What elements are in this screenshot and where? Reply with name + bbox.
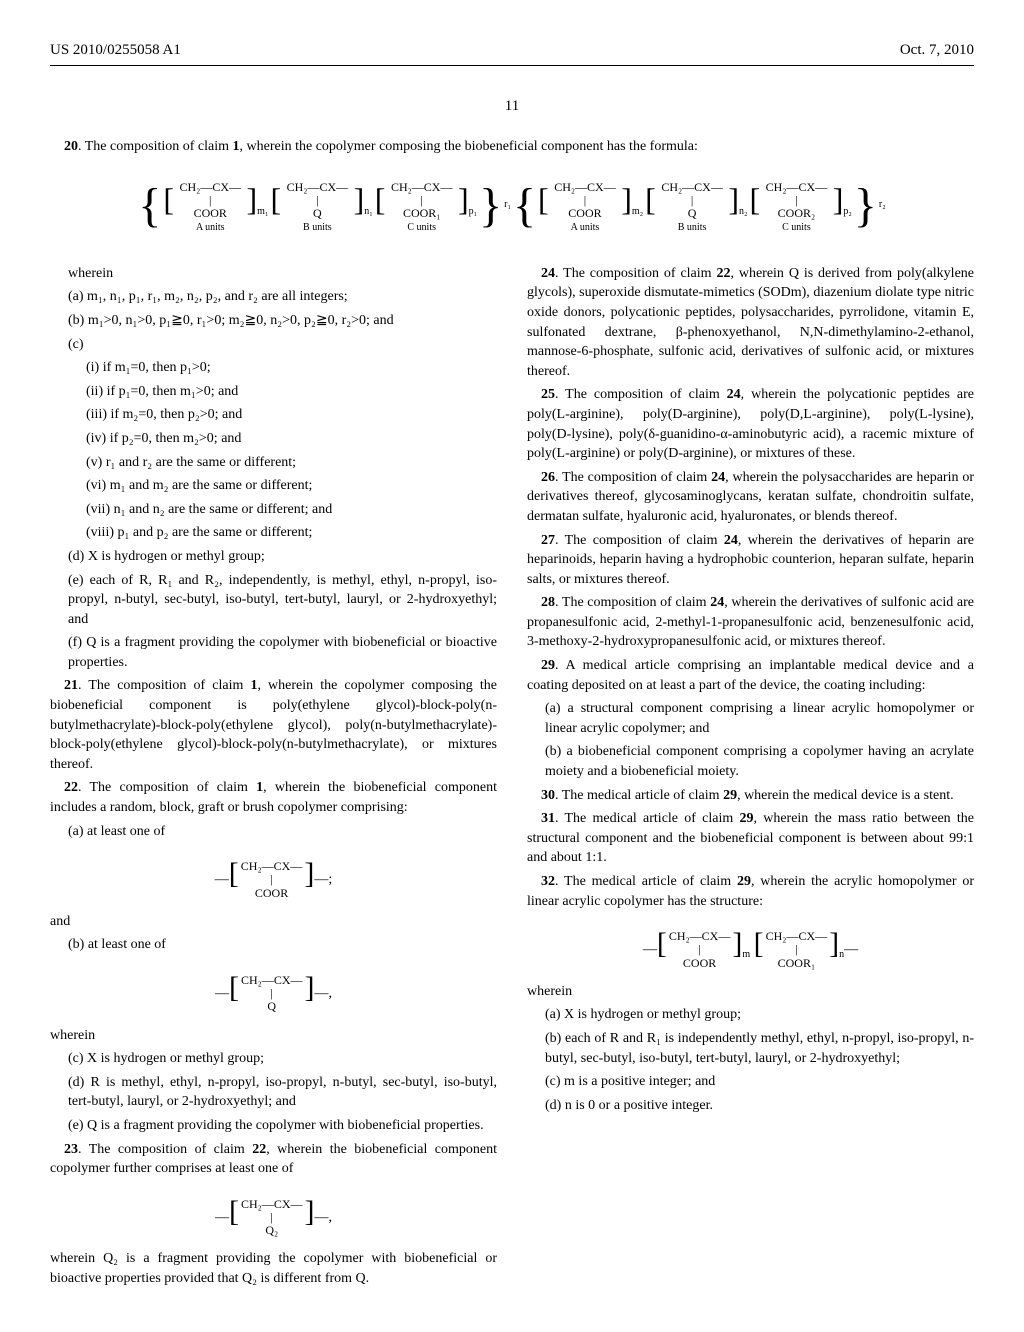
wherein-22: wherein [50,1026,497,1046]
c20c4: (iv) if p₂=0, then m₂>0; and [50,429,497,449]
c20a: (a) m₁, n₁, p₁, r₁, m₂, n₂, p₂, and r₂ a… [50,287,497,307]
c32d: (d) n is 0 or a positive integer. [527,1096,974,1116]
c32b: (b) each of R and R₁ is independently me… [527,1029,974,1068]
c32c: (c) m is a positive integer; and [527,1072,974,1092]
c20c6: (vi) m₁ and m₂ are the same or different… [50,476,497,496]
c20d: (d) X is hydrogen or methyl group; [50,547,497,567]
formula-22a: —[CH₂—CX—|COOR]—; [50,853,497,900]
claim-20-intro: 20. The composition of claim 1, wherein … [50,137,974,157]
claim-23: 23. The composition of claim 22, wherein… [50,1140,497,1179]
c22d: (d) R is methyl, ethyl, n-propyl, iso-pr… [50,1073,497,1112]
claim-31: 31. The medical article of claim 29, whe… [527,809,974,868]
c32a: (a) X is hydrogen or methyl group; [527,1005,974,1025]
c20f: (f) Q is a fragment providing the copoly… [50,633,497,672]
left-column: wherein (a) m₁, n₁, p₁, r₁, m₂, n₂, p₂, … [50,264,497,1293]
c23w: wherein Q₂ is a fragment providing the c… [50,1249,497,1288]
formula-22b: —[CH₂—CX—|Q]—, [50,967,497,1014]
claim-25: 25. The composition of claim 24, wherein… [527,385,974,463]
wherein-20: wherein [50,264,497,284]
claim-21: 21. The composition of claim 1, wherein … [50,676,497,774]
c20c3: (iii) if m₂=0, then p₂>0; and [50,405,497,425]
formula-23: —[CH₂—CX—|Q₂]—, [50,1191,497,1238]
claim-24: 24. The composition of claim 22, wherein… [527,264,974,382]
c20c8: (viii) p₁ and p₂ are the same or differe… [50,523,497,543]
page-header: US 2010/0255058 A1 Oct. 7, 2010 [50,40,974,66]
c22b: (b) at least one of [50,935,497,955]
formula-32: —[CH₂—CX—|COOR]m [CH₂—CX—|COOR₁]n— [527,923,974,970]
c20c2: (ii) if p₁=0, then m₁>0; and [50,382,497,402]
claim-26: 26. The composition of claim 24, wherein… [527,468,974,527]
right-column: 24. The composition of claim 22, wherein… [527,264,974,1293]
c20e: (e) each of R, R₁ and R₂, independently,… [50,571,497,630]
c22a: (a) at least one of [50,822,497,842]
claim-29: 29. A medical article comprising an impl… [527,656,974,695]
page-number: 11 [50,96,974,117]
c20c: (c) [50,335,497,355]
c20b: (b) m₁>0, n₁>0, p₁≧0, r₁>0; m₂≧0, n₂>0, … [50,311,497,331]
formula-claim-20: { [ CH₂—CX—|COORA units ]m₁ [ CH₂—CX—|QB… [50,172,974,239]
and-22: and [50,912,497,932]
claim-32: 32. The medical article of claim 29, whe… [527,872,974,911]
publication-number: US 2010/0255058 A1 [50,40,181,61]
c22e: (e) Q is a fragment providing the copoly… [50,1116,497,1136]
publication-date: Oct. 7, 2010 [900,40,974,61]
c29a: (a) a structural component comprising a … [527,699,974,738]
claim-30: 30. The medical article of claim 29, whe… [527,786,974,806]
c20c7: (vii) n₁ and n₂ are the same or differen… [50,500,497,520]
claim-27: 27. The composition of claim 24, wherein… [527,531,974,590]
c20c1: (i) if m₁=0, then p₁>0; [50,358,497,378]
claim-28: 28. The composition of claim 24, wherein… [527,593,974,652]
c20c5: (v) r₁ and r₂ are the same or different; [50,453,497,473]
c29b: (b) a biobeneficial component comprising… [527,742,974,781]
claim-22: 22. The composition of claim 1, wherein … [50,778,497,817]
c22c: (c) X is hydrogen or methyl group; [50,1049,497,1069]
wherein-32: wherein [527,982,974,1002]
